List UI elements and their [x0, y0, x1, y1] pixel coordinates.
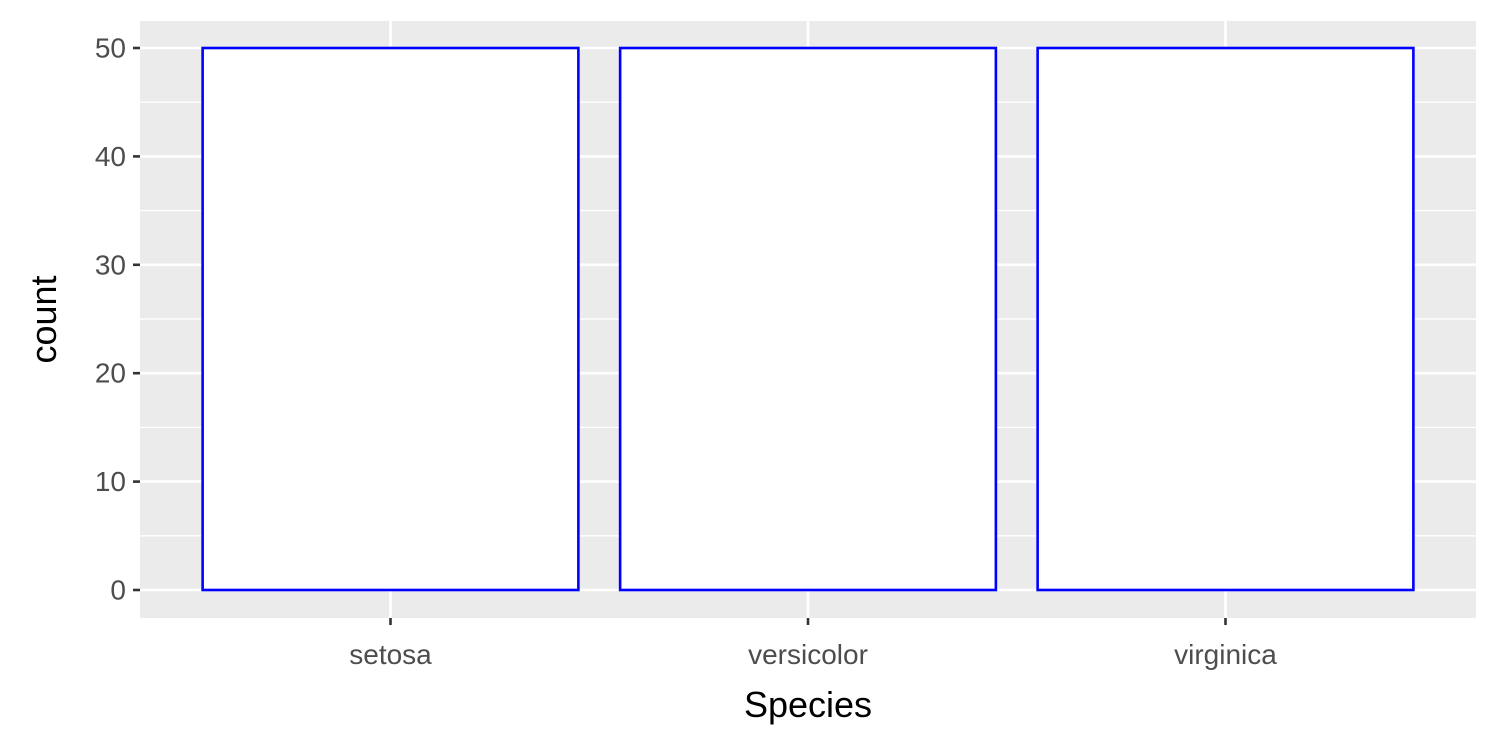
y-tick-label: 0 — [110, 575, 126, 606]
y-tick-label: 50 — [95, 33, 126, 64]
x-tick-label: virginica — [1174, 639, 1277, 670]
x-axis-title: Species — [744, 684, 872, 725]
x-tick-label: setosa — [349, 639, 432, 670]
bar-versicolor — [618, 46, 998, 592]
bar-setosa — [201, 46, 580, 592]
y-axis-title: count — [23, 275, 64, 363]
x-tick-label: versicolor — [748, 639, 868, 670]
y-tick-label: 20 — [95, 358, 126, 389]
y-tick-label: 30 — [95, 249, 126, 280]
y-tick-label: 40 — [95, 141, 126, 172]
bar-virginica — [1036, 46, 1415, 592]
y-tick-label: 10 — [95, 466, 126, 497]
y-axis: 0 10 20 30 40 50 — [95, 33, 140, 606]
bars — [201, 46, 1415, 592]
x-axis: setosa versicolor virginica — [349, 618, 1277, 670]
